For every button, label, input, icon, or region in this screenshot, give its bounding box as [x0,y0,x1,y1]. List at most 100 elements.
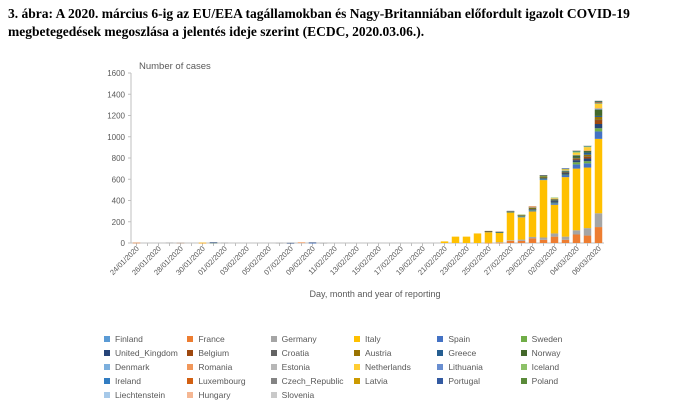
figure-caption: 3. ábra: A 2020. március 6-ig az EU/EEA … [8,6,630,39]
legend-swatch [520,364,527,370]
bar-segment [594,101,603,102]
bar-segment [484,242,493,244]
legend-label: Austria [365,348,392,358]
bar-segment [539,175,548,176]
bar-segment [583,156,592,157]
bar-segment [583,228,592,236]
bar-segment [572,168,581,231]
legend-label: Sweden [531,334,563,344]
bar-segment [583,163,592,168]
bar-segment [561,170,570,172]
legend-label: Belgium [198,348,230,358]
legend-item: Italy [354,333,437,345]
bar-segment [594,102,603,104]
bar-segment [572,162,581,165]
bar-segment [198,242,207,244]
legend-swatch [354,364,360,370]
legend-swatch [520,350,527,356]
bar-segment [517,217,526,240]
bar-segment [583,154,592,157]
bar-segment [495,231,504,232]
bar-segment [528,208,537,210]
x-axis-title: Day, month and year of reporting [310,289,441,299]
legend-label: Latvia [365,376,388,386]
bar-segment [484,231,493,233]
bar-segment [583,150,592,153]
y-tick-label: 600 [112,175,126,184]
bar-segment [583,158,592,162]
legend-item: Slovenia [270,389,354,401]
legend-label: France [198,334,225,344]
bar-segment [594,124,603,129]
bar-segment [561,168,570,171]
bar-segment [165,242,174,244]
legend-item: Croatia [270,347,354,359]
bar-segment [583,235,592,243]
bar-segment [583,145,592,147]
bar-segment [561,171,570,173]
bar-segment [495,242,504,243]
bar-segment [594,119,603,121]
y-axis-title: Number of cases [139,61,211,72]
legend-item: Luxembourg [187,375,270,387]
bar-segment [572,230,581,235]
bar-segment [572,155,581,158]
bar-segment [528,238,537,243]
bar-segment [572,150,581,152]
bar-segment [594,119,603,124]
y-tick-label: 400 [112,197,126,206]
bar-segment [572,157,581,159]
legend-swatch [104,336,110,342]
bar-segment [550,200,559,201]
legend-label: Romania [198,362,233,372]
legend-item: Liechtenstein [104,389,187,401]
legend-swatch [437,378,444,384]
legend-swatch [104,350,110,356]
bar-segment [594,115,603,117]
legend-label: Denmark [115,362,150,372]
bar-segment [539,178,548,180]
bar-segment [528,236,537,239]
bar-segment [484,230,493,232]
legend-label: Czech_Republic [281,376,344,386]
bar-segment [539,179,548,181]
y-tick-label: 200 [112,218,126,227]
bar-segment [550,198,559,200]
legend-label: Italy [365,334,381,344]
bar-segment [297,242,306,244]
x-axis: 24/01/202026/01/202028/01/202030/01/2020… [108,242,604,277]
legend-swatch [104,378,110,384]
legend-label: Liechtenstein [115,390,166,400]
bar-segment [528,207,537,208]
bar-segment [550,201,559,203]
legend-item: Iceland [520,361,604,373]
legend-item: United_Kingdom [104,347,187,359]
bar-segment [572,157,581,159]
legend-item: Hungary [187,389,270,401]
bar-segment [583,152,592,155]
legend-item: Ireland [104,375,187,387]
legend-swatch [104,364,110,370]
bar-segment [572,159,581,161]
bar-segment [594,138,603,214]
bar-segment [572,151,581,153]
bar-segment [550,200,559,202]
bar-segment [539,177,548,179]
bar-segment [550,202,559,204]
legend-swatch [104,392,110,398]
bar-segment [528,206,537,208]
bar-segment [517,239,526,241]
legend-swatch [437,336,444,342]
bar-segment [594,100,603,102]
bar-segment [308,242,317,244]
bar-segment [528,209,537,210]
legend-item: Czech_Republic [270,375,354,387]
legend-swatch [354,336,360,342]
legend-swatch [270,392,277,398]
bar-segment [561,172,570,175]
bar-segment [583,150,592,151]
bar-segment [561,168,570,169]
bar-segment [539,239,548,243]
chart-legend: Finland France Germany Italy Spain Sweden Unit… [104,333,604,401]
bar-segment [517,216,526,218]
